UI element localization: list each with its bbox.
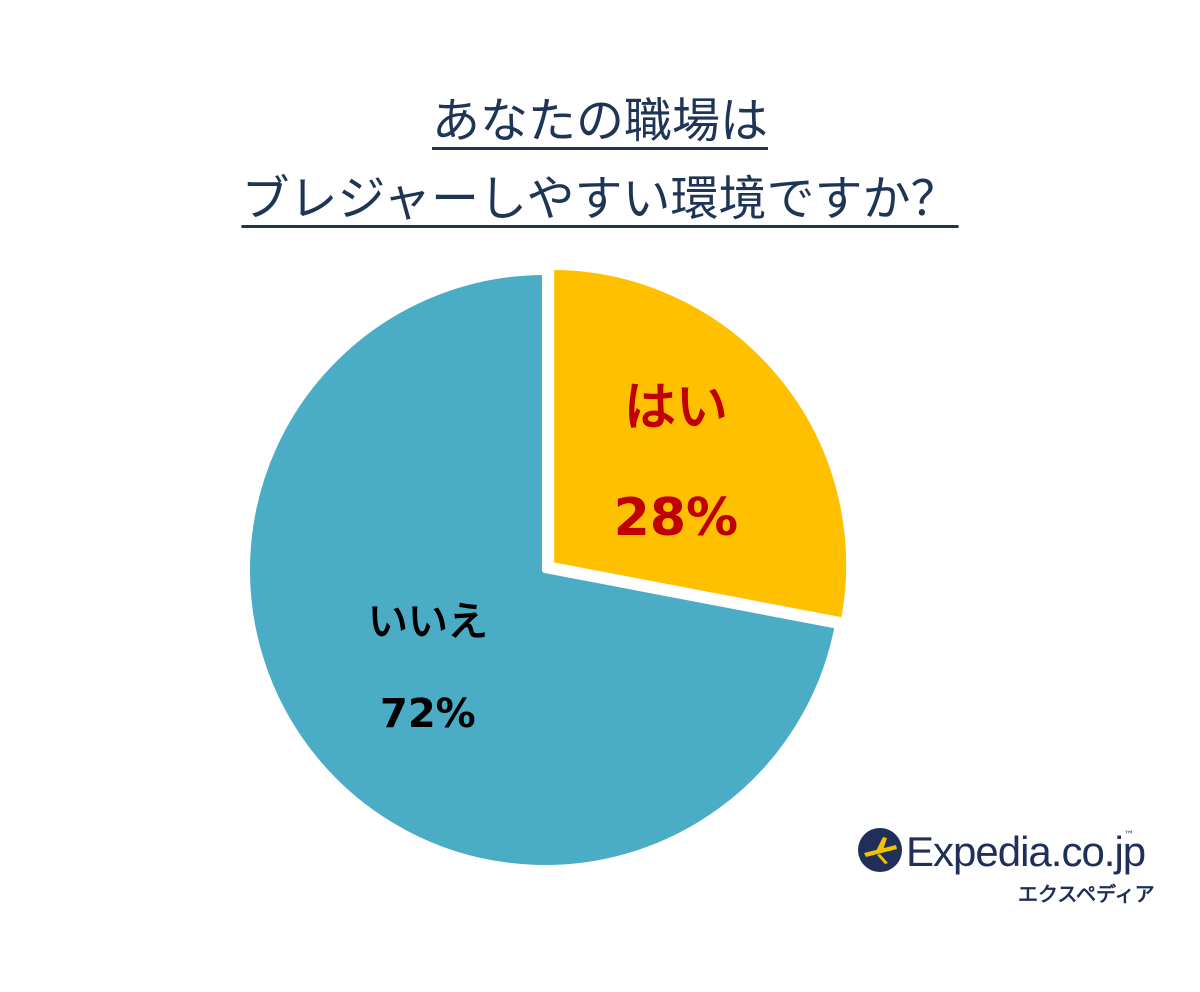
chart-title: あなたの職場は ブレジャーしやすい環境ですか？ [0,82,1200,238]
logo-trademark: ™ [1124,830,1134,841]
slice-value-no: 72% [380,691,476,737]
slice-value-yes: 28% [614,488,738,548]
pie-slice-no [244,269,841,871]
chart-title-line-1: あなたの職場は [431,93,768,149]
chart-title-line-2: ブレジャーしやすい環境ですか？ [241,171,959,227]
logo-brand-text: Expedia.co.jp [906,828,1146,875]
slice-label-no: いいえ [368,599,488,645]
pie-slice-yes [548,263,853,624]
logo-kana-text: エクスペディア [1018,882,1155,906]
expedia-logo: Expedia.co.jp ™ エクスペディア [856,826,1156,906]
slice-label-yes: はい [624,378,728,438]
airplane-globe-icon [858,828,902,872]
